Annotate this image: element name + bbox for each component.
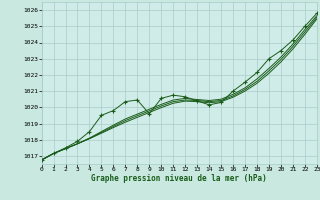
X-axis label: Graphe pression niveau de la mer (hPa): Graphe pression niveau de la mer (hPa)	[91, 174, 267, 183]
